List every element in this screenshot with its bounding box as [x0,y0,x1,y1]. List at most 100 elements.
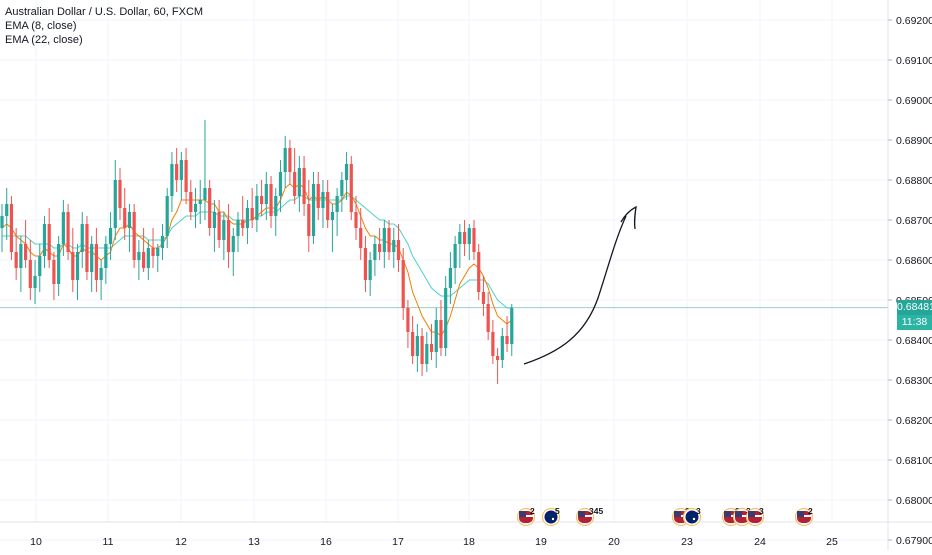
economic-event-marker[interactable]: 2 [794,506,814,527]
candle [278,160,283,212]
candle-body [71,252,75,280]
candle [226,204,231,268]
flag-canton [797,511,804,517]
candle [401,248,405,320]
candle [156,244,160,272]
economic-event-marker[interactable]: 3 [682,506,702,527]
candle [94,228,98,292]
candle-body [28,260,32,288]
candle-body [274,196,278,216]
candle-body [321,192,325,208]
symbol-title[interactable]: Australian Dollar / U.S. Dollar, 60, FXC… [5,6,204,18]
candle [123,188,127,240]
candle [363,236,368,292]
flag-canton [735,511,742,517]
candle-body [311,184,316,236]
economic-event-marker[interactable]: 2 [516,506,536,527]
candle [264,172,268,220]
chart-legend: Australian Dollar / U.S. Dollar, 60, FXC… [5,5,203,47]
candle [47,208,51,268]
candle [85,216,89,280]
candle-body [113,180,117,228]
candle-body [94,244,98,280]
candle [38,244,42,292]
candle-body [425,344,429,364]
candle [302,156,306,216]
candle [146,240,150,280]
ema22-legend[interactable]: EMA (22, close) [5,34,83,46]
candle [481,276,486,316]
candle-body [231,236,235,252]
candle [458,224,462,268]
candle [283,136,287,188]
candle [165,188,169,248]
trend-arrow-head[interactable] [620,205,637,230]
candle [14,228,18,280]
candle [406,300,410,348]
ema8-legend[interactable]: EMA (8, close) [5,20,77,32]
price-tick-label: 0.68600 [896,255,932,267]
candle [500,328,504,368]
candle [420,328,424,376]
price-tick-label: 0.69100 [896,55,932,67]
candle-body [137,252,141,260]
candle-body [9,204,14,252]
candle [113,160,117,240]
candle [231,228,235,276]
candle [61,200,65,256]
time-axis[interactable]: 10 11 12 13 16 17 18 19 20 23 24 25 [0,521,932,548]
candle-body [411,332,415,356]
candle-body [127,212,132,228]
candle-body [278,172,283,196]
candle-body [462,232,467,244]
candle-body [24,244,28,260]
candle [387,220,391,260]
candle [108,212,113,260]
candle [241,196,245,236]
price-tick-label: 0.68300 [896,375,932,387]
economic-event-marker[interactable]: 345 [575,506,604,527]
candle [66,204,70,260]
candle [193,188,198,228]
candle [330,204,334,252]
candle-body [222,220,226,240]
candle [42,216,47,268]
price-axis[interactable]: 0.67900 0.68000 0.68100 0.68200 0.68300 0.684… [887,0,932,550]
candle [297,156,301,212]
trend-arrow-curve[interactable] [523,215,627,365]
candle [137,240,141,280]
time-tick-label: 24 [754,536,766,548]
event-count: 3 [759,506,764,516]
candle [349,156,353,220]
candle [33,260,37,304]
flag-star [692,517,696,521]
candle-body [467,228,471,244]
candle-body [160,236,165,248]
candle-body [80,224,84,252]
economic-event-marker[interactable]: 3 [745,506,765,527]
economic-events[interactable]: 25345333332 [516,506,814,527]
drawing-layer[interactable] [523,205,637,365]
candle-body [208,188,212,228]
time-tick-label: 25 [826,536,838,548]
candle [411,316,415,364]
candle-body [19,244,23,268]
candle [90,236,94,292]
candle-body [302,168,306,204]
candle-body [293,172,297,196]
candle-body [85,224,89,272]
candle-body [184,160,188,192]
candle [392,228,396,268]
flag-star [551,517,555,521]
candle-body [486,304,490,332]
candle-body [175,164,179,180]
economic-event-marker[interactable]: 5 [541,506,561,527]
candle-body [326,192,330,220]
candle-body [165,196,169,236]
candle-body [481,292,486,304]
candle-body [236,220,240,236]
candle-body [477,252,481,292]
candle [378,228,382,260]
